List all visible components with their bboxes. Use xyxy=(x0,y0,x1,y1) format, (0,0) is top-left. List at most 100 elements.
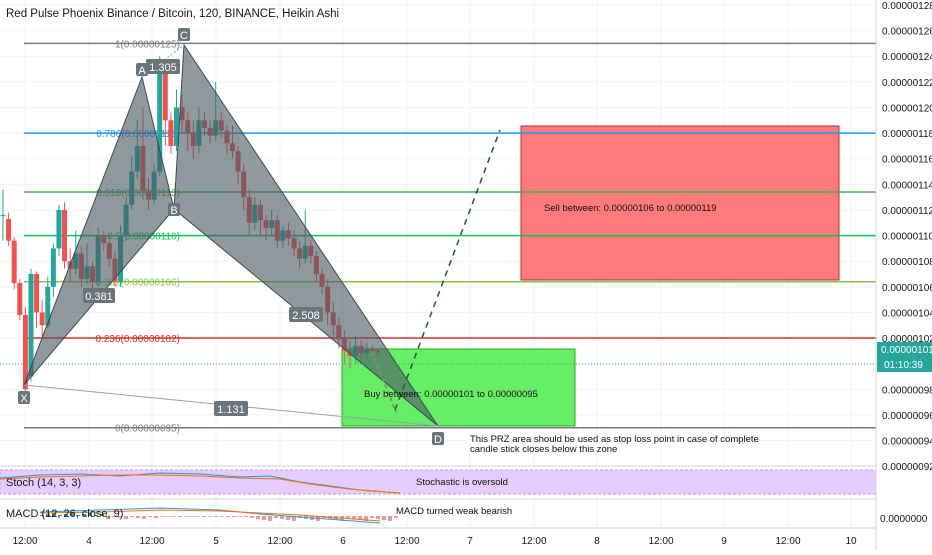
price-tick: 0.00000092 xyxy=(882,462,932,473)
stoch-k-line xyxy=(0,472,401,494)
stoch-d-line xyxy=(0,474,401,494)
macd-bar xyxy=(70,513,74,516)
time-tick: 12:00 xyxy=(775,536,800,547)
macd-bar xyxy=(394,516,398,518)
candle xyxy=(62,202,68,269)
macd-bar xyxy=(268,516,272,521)
macd-bar xyxy=(292,516,296,521)
candle xyxy=(56,204,62,257)
time-tick: 12:00 xyxy=(521,536,546,547)
time-tick: 12:00 xyxy=(648,536,673,547)
time-tick: 12:00 xyxy=(12,536,37,547)
price-tick: 0.00000110 xyxy=(882,232,932,243)
macd-bar xyxy=(118,516,122,518)
macd-bar xyxy=(226,516,230,517)
candle xyxy=(34,271,40,328)
macd-bar xyxy=(370,516,374,518)
price-tick: 0.00000114 xyxy=(882,180,932,191)
time-tick: 8 xyxy=(594,536,600,547)
fib-label: 1(0.00000125) xyxy=(115,39,180,50)
macd-bar xyxy=(364,516,368,521)
macd-bar xyxy=(262,516,266,520)
macd-bar xyxy=(250,516,254,518)
macd-bar xyxy=(52,513,56,516)
price-tick: 0.00000124 xyxy=(882,52,932,63)
fib-label: 0.382(0.00000106) xyxy=(95,278,180,289)
macd-bar xyxy=(112,516,116,517)
price-tick: 0.00000104 xyxy=(882,308,932,319)
fib-label: 0(0.00000095) xyxy=(115,424,180,435)
ratio-label-1: 1.305 xyxy=(149,62,177,74)
point-x-label: X xyxy=(20,393,28,405)
candle xyxy=(39,299,45,339)
time-tick: 4 xyxy=(86,536,92,547)
macd-bar xyxy=(280,516,284,519)
ratio-label-4: 1.131 xyxy=(217,404,245,416)
ratio-label-3: 2.508 xyxy=(292,310,320,322)
macd-bar xyxy=(196,516,200,517)
sell-zone[interactable] xyxy=(520,125,840,281)
price-tick: 0.00000120 xyxy=(882,103,932,114)
price-tick: 0.00000096 xyxy=(882,411,932,422)
projection-line xyxy=(394,129,501,411)
pattern-labels: X A B C D 1.305 0.381 2.508 1.131 xyxy=(18,28,444,446)
stoch-note: Stochastic is oversold xyxy=(416,477,508,488)
countdown-badge xyxy=(877,357,932,372)
stop-text-2: candle stick closes below this zone xyxy=(470,444,617,455)
time-tick: 10 xyxy=(845,536,857,547)
price-tick: 0.00000108 xyxy=(882,257,932,268)
macd-bar xyxy=(130,516,134,517)
macd-bar xyxy=(286,516,290,520)
price-axis[interactable]: 0.00000128 0.00000126 0.00000124 0.00000122… xyxy=(882,1,932,473)
candle xyxy=(45,276,51,328)
macd-bar xyxy=(40,515,44,516)
current-price-badge xyxy=(877,342,932,357)
time-tick: 7 xyxy=(467,536,473,547)
sell-text: Sell between: 0.00000106 to 0.00000119 xyxy=(544,203,717,214)
macd-bar xyxy=(208,516,212,517)
macd-bar xyxy=(358,516,362,520)
macd-bar xyxy=(376,516,380,519)
macd-bar xyxy=(100,514,104,516)
macd-bar xyxy=(46,514,50,516)
time-tick: 12:00 xyxy=(394,536,419,547)
price-tick: 0.00000112 xyxy=(882,206,932,217)
current-price: 0.00000101 xyxy=(881,345,932,356)
time-tick: 12:00 xyxy=(267,536,292,547)
price-tick: 0.00000098 xyxy=(882,385,932,396)
candle xyxy=(168,112,174,154)
candle xyxy=(22,307,28,392)
macd-bar xyxy=(154,516,158,518)
time-axis[interactable]: 12:00 4 12:00 5 12:00 6 12:00 7 12:00 8 12:00 9 12:0… xyxy=(12,536,857,547)
macd-bar xyxy=(190,516,194,517)
macd-bar xyxy=(238,516,242,517)
price-tick: 0.00000122 xyxy=(882,78,932,89)
price-tick: 0.00000094 xyxy=(882,437,932,448)
point-c-label: C xyxy=(180,30,188,42)
macd-bar xyxy=(256,516,260,519)
candle xyxy=(6,212,12,246)
stop-text-1: This PRZ area should be used as stop los… xyxy=(470,434,759,445)
macd-bar xyxy=(58,515,62,516)
macd-bar xyxy=(244,516,248,517)
fib-label: 0.236(0.00000102) xyxy=(95,334,180,345)
macd-bar xyxy=(382,516,386,520)
macd-bar xyxy=(64,514,68,516)
macd-signal xyxy=(39,509,381,522)
macd-bar xyxy=(148,516,152,517)
macd-bar xyxy=(202,516,206,517)
time-tick: 12:00 xyxy=(139,536,164,547)
macd-bar xyxy=(220,516,224,517)
candle xyxy=(28,268,34,382)
candle xyxy=(11,236,17,290)
macd-bar xyxy=(214,516,218,517)
macd-bar xyxy=(136,516,140,518)
price-tick: 0.00000102 xyxy=(882,334,932,345)
macd-bar xyxy=(124,516,128,519)
time-tick: 9 xyxy=(721,536,727,547)
macd-bar xyxy=(232,516,236,517)
macd-bar xyxy=(106,516,110,519)
price-tick: 0.00000116 xyxy=(882,155,932,166)
